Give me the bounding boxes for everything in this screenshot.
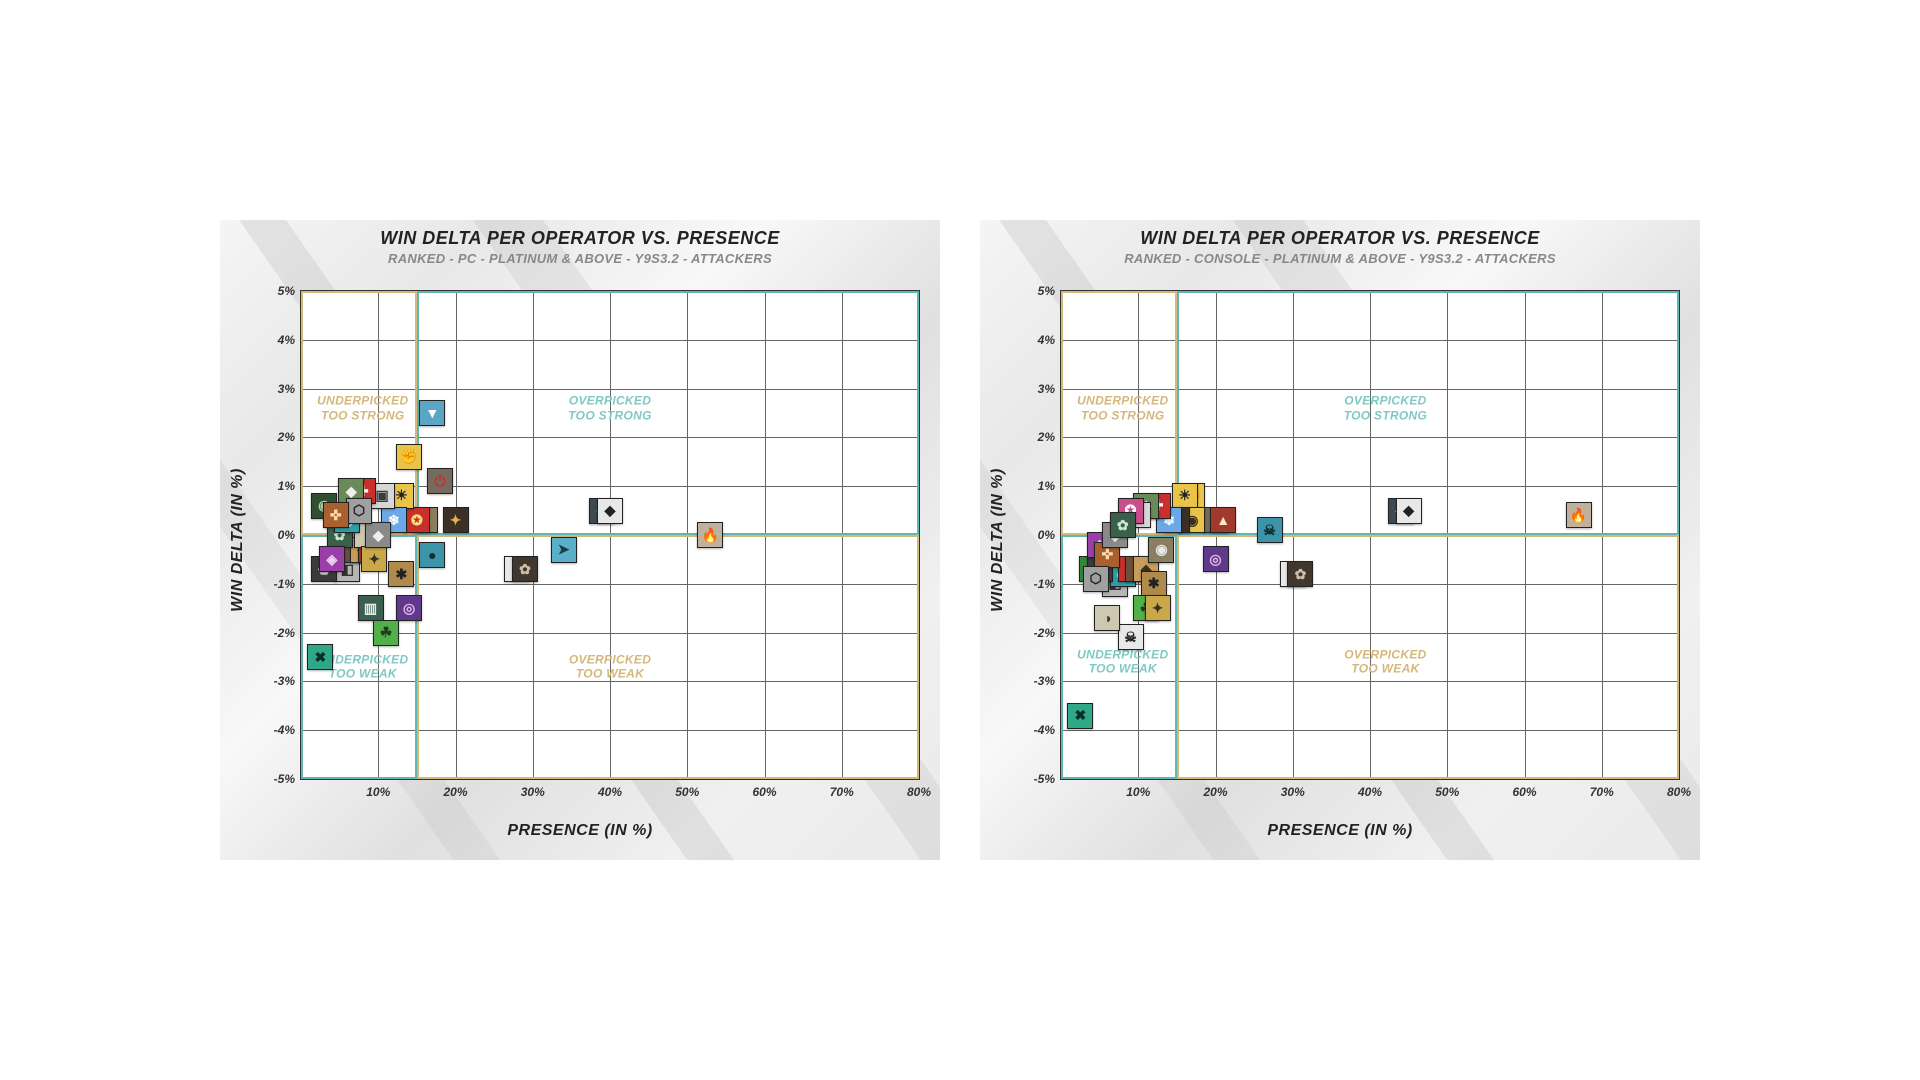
operator-marker: ◆ (365, 522, 391, 548)
y-tick: 0% (278, 528, 295, 542)
y-tick: -1% (1034, 577, 1055, 591)
quadrant-label-underpicked_weak: UNDERPICKEDTOO WEAK (1077, 647, 1168, 676)
x-tick: 70% (830, 785, 854, 799)
operator-marker: ▼ (419, 400, 445, 426)
quadrant-label-overpicked_strong: OVERPICKEDTOO STRONG (1344, 394, 1427, 423)
chart-title: WIN DELTA PER OPERATOR VS. PRESENCE (980, 228, 1700, 249)
y-tick: -2% (1034, 626, 1055, 640)
y-tick: -2% (274, 626, 295, 640)
operator-marker: ➤ (551, 537, 577, 563)
operator-marker: ✦ (1145, 595, 1171, 621)
quadrant-label-overpicked_strong: OVERPICKEDTOO STRONG (568, 394, 651, 423)
operator-marker: ✿ (512, 556, 538, 582)
x-tick: 70% (1590, 785, 1614, 799)
quadrant-box-overpicked_weak (417, 535, 919, 779)
y-tick: 1% (278, 479, 295, 493)
titles: WIN DELTA PER OPERATOR VS. PRESENCE RANK… (980, 228, 1700, 266)
operator-marker: ✖ (1067, 703, 1093, 729)
operator-marker: ✪ (404, 507, 430, 533)
x-tick: 40% (1358, 785, 1382, 799)
x-tick: 20% (443, 785, 467, 799)
x-tick: 10% (1126, 785, 1150, 799)
y-tick: 5% (278, 284, 295, 298)
operator-marker: 🔥 (697, 522, 723, 548)
y-tick: 3% (1038, 382, 1055, 396)
operator-marker: ◎ (396, 595, 422, 621)
y-tick: -4% (274, 723, 295, 737)
operator-marker: ✱ (1141, 571, 1167, 597)
y-tick: 4% (278, 333, 295, 347)
y-tick: -5% (1034, 772, 1055, 786)
operator-marker: ⬡ (1083, 566, 1109, 592)
y-tick: 3% (278, 382, 295, 396)
y-tick: 2% (278, 430, 295, 444)
operator-marker: ✜ (323, 502, 349, 528)
chart-panel-console: WIN DELTA PER OPERATOR VS. PRESENCE RANK… (980, 220, 1700, 860)
x-tick: 50% (1435, 785, 1459, 799)
operator-marker: 🔥 (1566, 502, 1592, 528)
x-tick: 30% (521, 785, 545, 799)
operator-marker: ✱ (388, 561, 414, 587)
plot-area-pc: 10%20%30%40%50%60%70%80%-5%-4%-3%-2%-1%0… (300, 290, 920, 780)
y-tick: 0% (1038, 528, 1055, 542)
x-axis-label: PRESENCE (IN %) (220, 822, 940, 840)
x-tick: 10% (366, 785, 390, 799)
y-tick: -3% (274, 674, 295, 688)
operator-marker: ✦ (361, 546, 387, 572)
operator-marker: ◆ (1396, 498, 1422, 524)
y-tick: -1% (274, 577, 295, 591)
chart-subtitle: RANKED - CONSOLE - PLATINUM & ABOVE - Y9… (980, 251, 1700, 266)
x-tick: 80% (907, 785, 931, 799)
chart-subtitle: RANKED - PC - PLATINUM & ABOVE - Y9S3.2 … (220, 251, 940, 266)
x-tick: 80% (1667, 785, 1691, 799)
quadrant-box-overpicked_weak (1177, 535, 1679, 779)
operator-marker: ✿ (1110, 512, 1136, 538)
quadrant-label-overpicked_weak: OVERPICKEDTOO WEAK (569, 652, 651, 681)
x-tick: 60% (752, 785, 776, 799)
operator-marker: ◉ (1148, 537, 1174, 563)
quadrant-box-overpicked_strong (1177, 291, 1679, 535)
quadrant-label-underpicked_strong: UNDERPICKEDTOO STRONG (1077, 394, 1168, 423)
chart-panel-pc: WIN DELTA PER OPERATOR VS. PRESENCE RANK… (220, 220, 940, 860)
y-tick: 5% (1038, 284, 1055, 298)
operator-marker: ✖ (307, 644, 333, 670)
operator-marker: ☠ (1118, 624, 1144, 650)
operator-marker: ◎ (1203, 546, 1229, 572)
x-tick: 60% (1512, 785, 1536, 799)
operator-marker: ☀ (1172, 483, 1198, 509)
y-tick: -4% (1034, 723, 1055, 737)
plot-area-console: 10%20%30%40%50%60%70%80%-5%-4%-3%-2%-1%0… (1060, 290, 1680, 780)
titles: WIN DELTA PER OPERATOR VS. PRESENCE RANK… (220, 228, 940, 266)
x-axis-label: PRESENCE (IN %) (980, 822, 1700, 840)
operator-marker: ◑ (1094, 605, 1120, 631)
operator-marker: ✦ (443, 507, 469, 533)
operator-marker: ◆ (597, 498, 623, 524)
y-tick: 2% (1038, 430, 1055, 444)
operator-marker: ☠ (1257, 517, 1283, 543)
y-axis-label: WIN DELTA (IN %) (229, 468, 247, 612)
y-axis-label: WIN DELTA (IN %) (989, 468, 1007, 612)
y-tick: 1% (1038, 479, 1055, 493)
x-tick: 40% (598, 785, 622, 799)
chart-title: WIN DELTA PER OPERATOR VS. PRESENCE (220, 228, 940, 249)
x-tick: 20% (1203, 785, 1227, 799)
x-tick: 50% (675, 785, 699, 799)
x-tick: 30% (1281, 785, 1305, 799)
operator-marker: ▲ (1210, 507, 1236, 533)
y-tick: -5% (274, 772, 295, 786)
y-tick: -3% (1034, 674, 1055, 688)
operator-marker: ⬡ (346, 498, 372, 524)
y-tick: 4% (1038, 333, 1055, 347)
operator-marker: ✊ (396, 444, 422, 470)
quadrant-label-underpicked_strong: UNDERPICKEDTOO STRONG (317, 394, 408, 423)
operator-marker: ◈ (319, 546, 345, 572)
quadrant-label-overpicked_weak: OVERPICKEDTOO WEAK (1344, 647, 1426, 676)
operator-marker: ⏻ (427, 468, 453, 494)
operator-marker: ✿ (1287, 561, 1313, 587)
quadrant-box-overpicked_strong (417, 291, 919, 535)
operator-marker: ☘ (373, 620, 399, 646)
operator-marker: ▥ (358, 595, 384, 621)
operator-marker: ● (419, 542, 445, 568)
